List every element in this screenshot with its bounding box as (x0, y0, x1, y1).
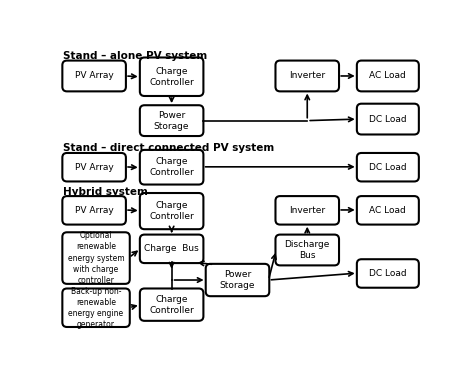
Text: DC Load: DC Load (369, 115, 407, 124)
Text: AC Load: AC Load (369, 71, 406, 80)
FancyBboxPatch shape (140, 150, 203, 185)
Text: Power
Storage: Power Storage (154, 111, 190, 131)
Text: Charge
Controller: Charge Controller (149, 295, 194, 315)
Text: Charge
Controller: Charge Controller (149, 201, 194, 221)
FancyBboxPatch shape (275, 196, 339, 225)
FancyBboxPatch shape (357, 104, 419, 134)
Text: Stand – direct connected PV system: Stand – direct connected PV system (63, 143, 274, 153)
FancyBboxPatch shape (357, 259, 419, 288)
Text: Power
Storage: Power Storage (220, 270, 255, 290)
FancyBboxPatch shape (357, 61, 419, 91)
Text: PV Array: PV Array (75, 206, 113, 215)
Text: Back-up non-
renewable
energy engine
generator: Back-up non- renewable energy engine gen… (69, 287, 124, 329)
FancyBboxPatch shape (275, 61, 339, 91)
Text: Inverter: Inverter (289, 206, 325, 215)
Text: Hybrid system: Hybrid system (63, 187, 148, 197)
Text: Stand – alone PV system: Stand – alone PV system (63, 51, 207, 61)
FancyBboxPatch shape (357, 153, 419, 181)
Text: Charge
Controller: Charge Controller (149, 157, 194, 177)
FancyBboxPatch shape (63, 153, 126, 181)
FancyBboxPatch shape (206, 264, 269, 296)
FancyBboxPatch shape (140, 57, 203, 96)
Text: Inverter: Inverter (289, 71, 325, 80)
FancyBboxPatch shape (63, 196, 126, 225)
FancyBboxPatch shape (275, 235, 339, 265)
FancyBboxPatch shape (63, 289, 130, 327)
FancyBboxPatch shape (63, 61, 126, 91)
Text: Optional
renewable
energy system
with charge
controller: Optional renewable energy system with ch… (68, 231, 124, 285)
FancyBboxPatch shape (140, 105, 203, 136)
Text: AC Load: AC Load (369, 206, 406, 215)
FancyBboxPatch shape (140, 289, 203, 321)
Text: PV Array: PV Array (75, 71, 113, 80)
Text: Charge  Bus: Charge Bus (144, 244, 199, 253)
FancyBboxPatch shape (63, 232, 130, 284)
Text: DC Load: DC Load (369, 269, 407, 278)
Text: Discharge
Bus: Discharge Bus (284, 240, 330, 260)
Text: PV Array: PV Array (75, 163, 113, 172)
Text: DC Load: DC Load (369, 163, 407, 172)
Text: Charge
Controller: Charge Controller (149, 67, 194, 87)
FancyBboxPatch shape (357, 196, 419, 225)
FancyBboxPatch shape (140, 235, 203, 263)
FancyBboxPatch shape (140, 193, 203, 229)
